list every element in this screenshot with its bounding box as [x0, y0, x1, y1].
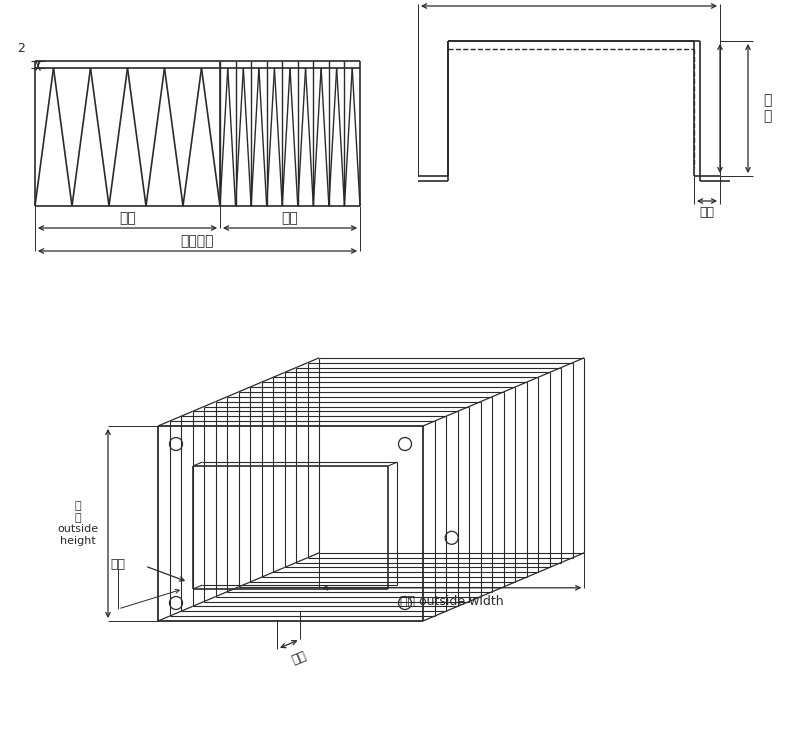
- Text: 拉伸长度: 拉伸长度: [181, 234, 214, 248]
- Text: 外
高: 外 高: [763, 93, 771, 124]
- Text: 折高: 折高: [699, 207, 714, 219]
- Text: 卡勾: 卡勾: [111, 557, 126, 570]
- Text: 折宽: 折宽: [289, 649, 308, 667]
- Text: 外宽 outside width: 外宽 outside width: [400, 595, 503, 608]
- Text: 外
高
outside
height: 外 高 outside height: [58, 501, 99, 546]
- Text: 压缩: 压缩: [281, 211, 299, 225]
- Text: 行程: 行程: [119, 211, 136, 225]
- Text: 2: 2: [17, 43, 25, 55]
